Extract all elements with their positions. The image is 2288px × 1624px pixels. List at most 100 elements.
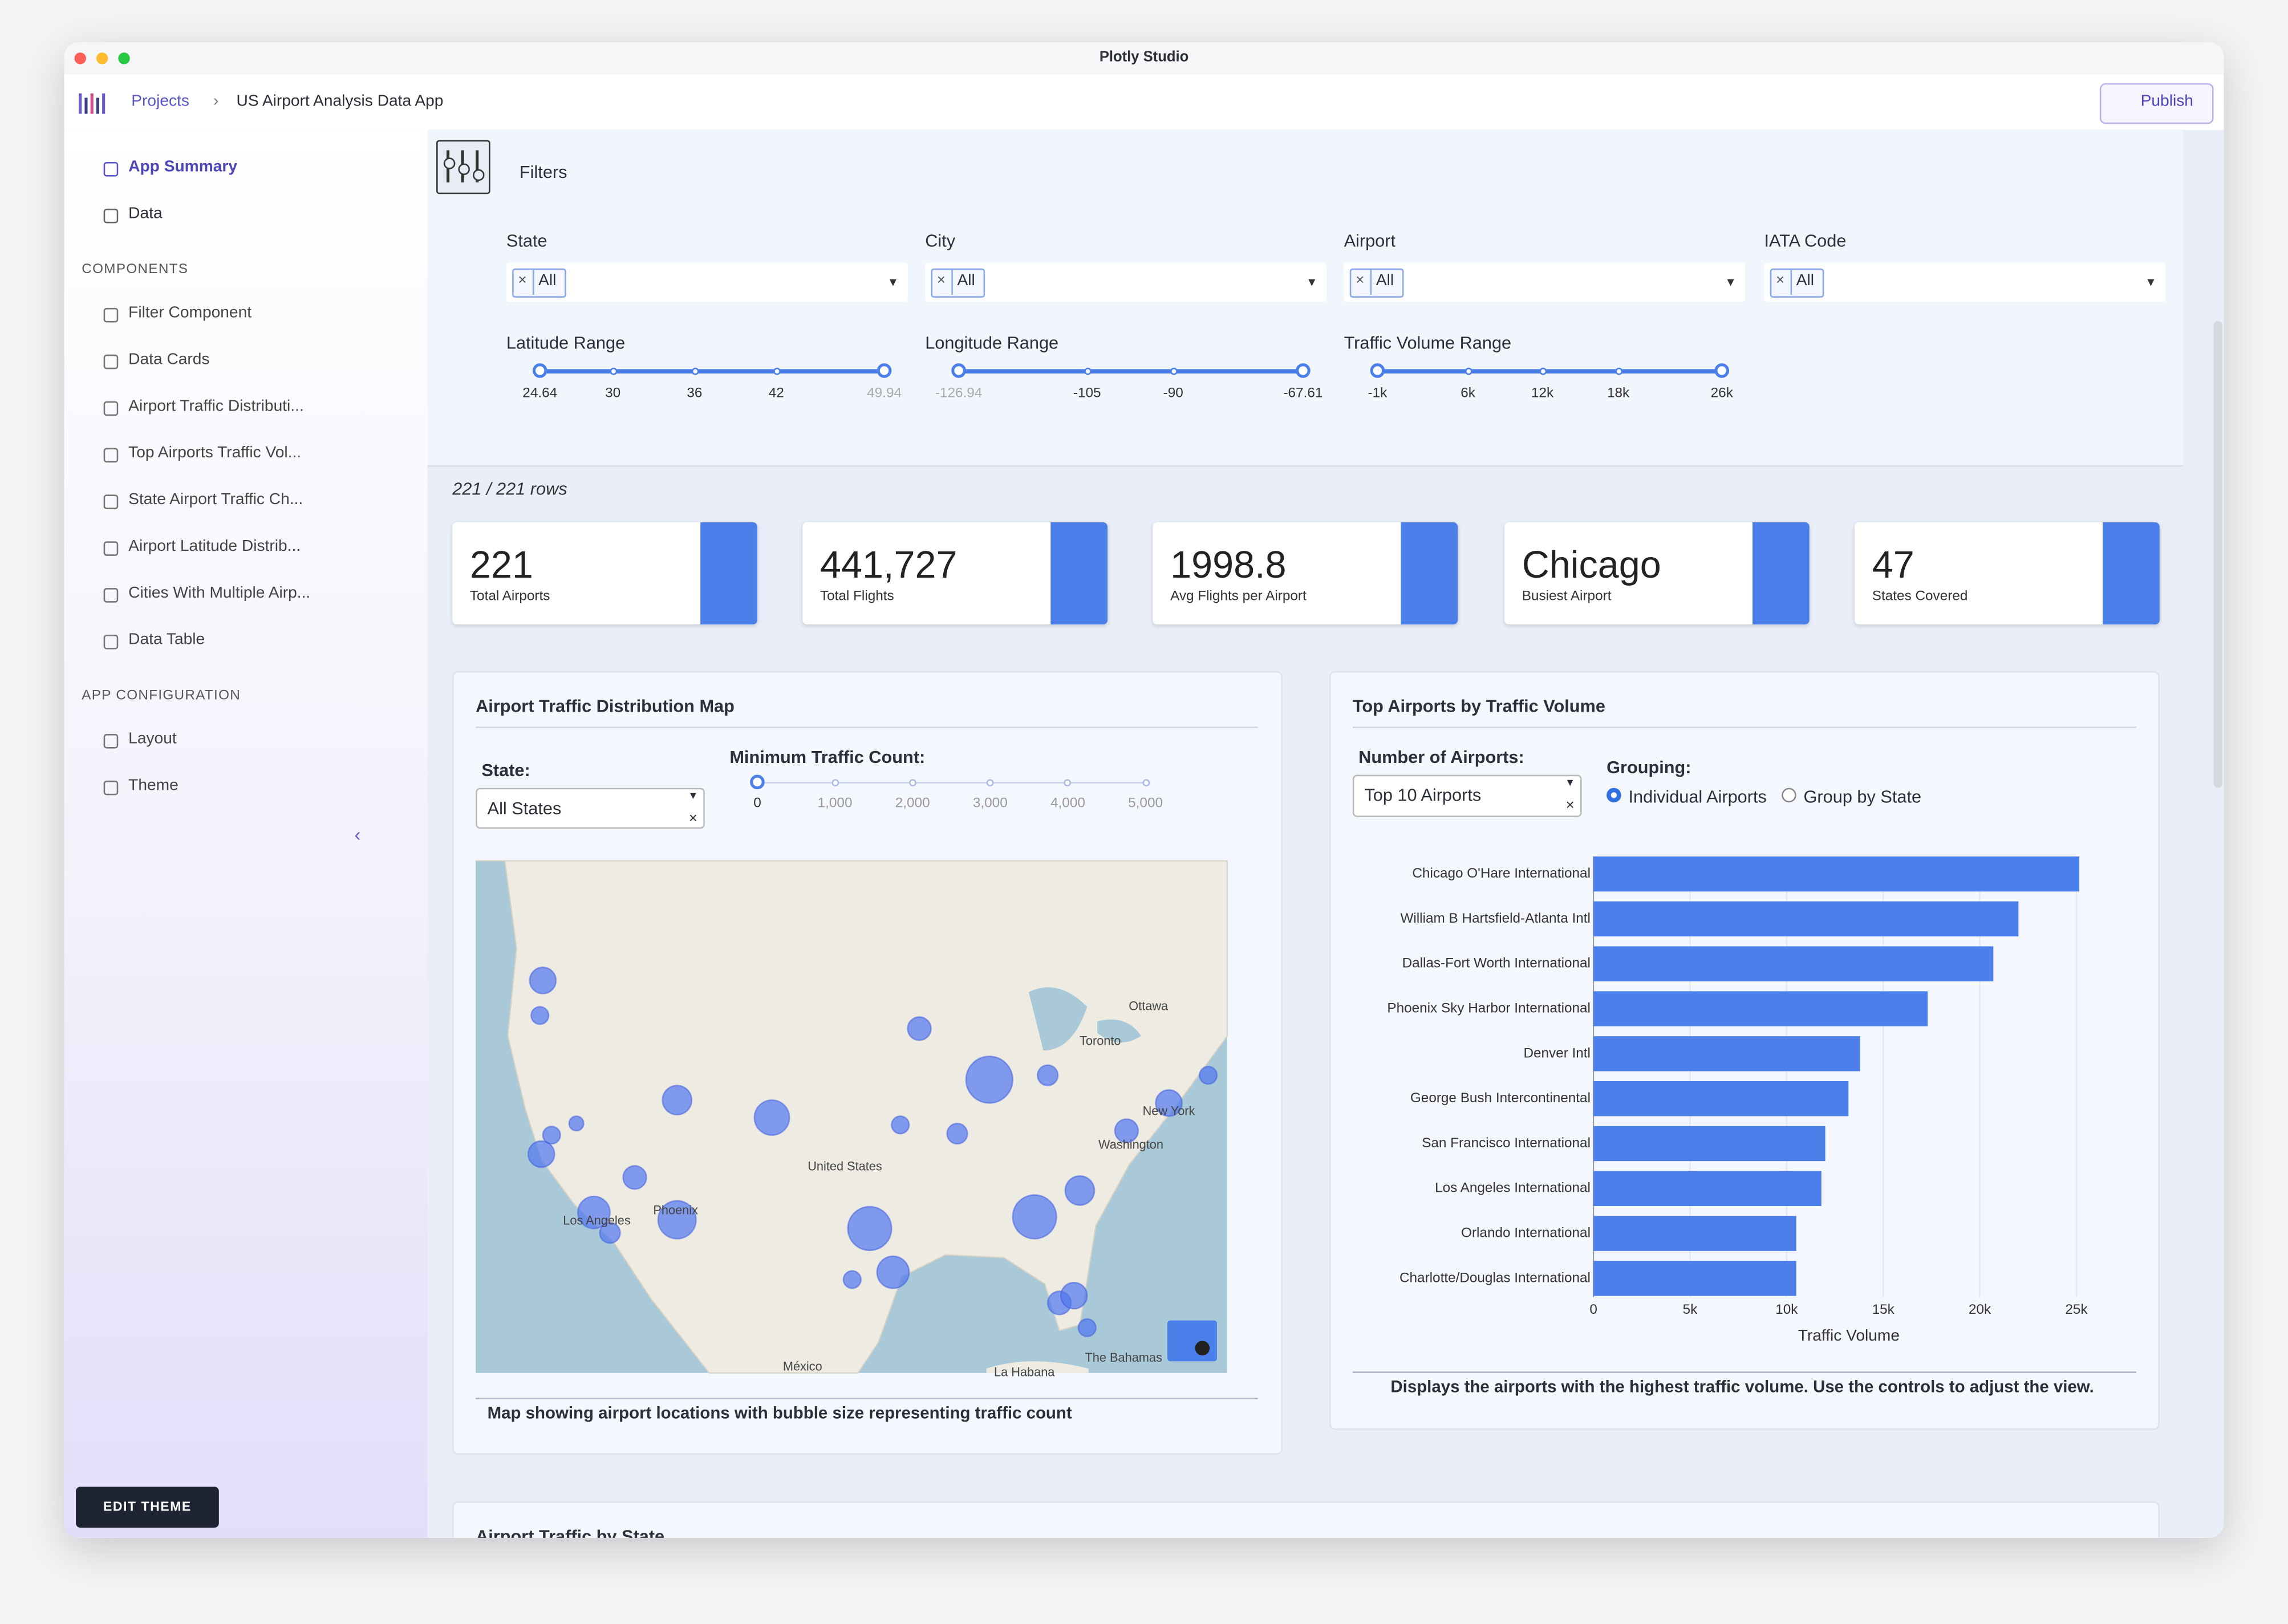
dropdown-clear: × xyxy=(1565,798,1575,814)
logo-bar xyxy=(96,98,99,114)
nav-item[interactable]: Data Table xyxy=(128,631,205,649)
sidebar xyxy=(64,129,429,1538)
chip xyxy=(1770,268,1824,298)
slider-dot xyxy=(1464,367,1472,375)
map-place-label: New York xyxy=(1143,1103,1195,1118)
radio[interactable] xyxy=(1607,787,1621,803)
breadcrumb-separator: › xyxy=(213,92,219,111)
nav-item[interactable]: Data Cards xyxy=(128,351,210,369)
map-bubble xyxy=(891,1115,910,1135)
map-place-label: The Bahamas xyxy=(1085,1350,1162,1365)
nav-item[interactable]: Airport Latitude Distrib... xyxy=(128,537,301,555)
nav-item[interactable]: Theme xyxy=(128,777,179,795)
slider-handle[interactable] xyxy=(877,363,892,378)
dropdown-arrow: ▼ xyxy=(2145,275,2157,289)
map-bubble xyxy=(542,1126,561,1145)
y-tick-label: Charlotte/Douglas International xyxy=(1399,1270,1591,1285)
slider-tick-label: 30 xyxy=(605,385,621,402)
window-title: Plotly Studio xyxy=(1099,49,1189,66)
radio-label: Group by State xyxy=(1803,786,1922,807)
nav-item[interactable]: Cities With Multiple Airp... xyxy=(128,584,311,602)
dropdown[interactable] xyxy=(506,262,908,302)
chip-remove: × xyxy=(518,273,527,289)
map-bubble xyxy=(1064,1175,1096,1206)
nav-item[interactable]: Data xyxy=(128,205,163,223)
map-place-label: United States xyxy=(808,1159,882,1174)
y-tick-label: Chicago O'Hare International xyxy=(1412,866,1591,881)
slider-tick-label: 2,000 xyxy=(895,795,930,812)
map-bubble xyxy=(622,1165,647,1190)
control-label: Minimum Traffic Count: xyxy=(729,747,926,768)
map-bubble xyxy=(1198,1066,1218,1085)
map-control xyxy=(1167,1320,1217,1362)
x-tick-label: 5k xyxy=(1683,1302,1698,1317)
slider-tick-label: -1k xyxy=(1368,385,1388,402)
panel-caption: Map showing airport locations with bubbl… xyxy=(487,1405,1072,1423)
map-bubble xyxy=(907,1016,932,1041)
slider-handle[interactable] xyxy=(1714,363,1730,378)
nav-item[interactable]: Top Airports Traffic Vol... xyxy=(128,444,302,462)
dropdown[interactable] xyxy=(1764,262,2166,302)
chip xyxy=(1349,268,1404,298)
map-bubble xyxy=(965,1055,1014,1104)
slider-handle[interactable] xyxy=(750,774,765,790)
dropdown-value: Top 10 Airports xyxy=(1364,785,1482,806)
control-label: Number of Airports: xyxy=(1358,747,1524,768)
map-bubble xyxy=(529,967,557,994)
bar xyxy=(1593,1081,1849,1116)
nav-item[interactable]: Airport Traffic Distributi... xyxy=(128,397,304,415)
state-dropdown[interactable] xyxy=(476,787,705,829)
divider xyxy=(1352,726,2136,728)
map-bubble xyxy=(527,1140,555,1168)
nav-icon xyxy=(103,635,119,649)
logo-bar xyxy=(84,98,88,114)
dropdown-arrow: ▼ xyxy=(688,791,699,802)
panel-title: Top Airports by Traffic Volume xyxy=(1352,696,1605,717)
slider-handle[interactable] xyxy=(532,363,547,378)
slider-tick-label: 42 xyxy=(768,385,784,402)
bar xyxy=(1593,946,1994,981)
nav-item[interactable]: Filter Component xyxy=(128,304,252,322)
nav-icon xyxy=(103,307,119,323)
map-place-label: Los Angeles xyxy=(563,1213,631,1227)
chip-value: All xyxy=(538,272,557,290)
chip-divider xyxy=(532,268,534,295)
chip-value: All xyxy=(1796,272,1815,290)
publish-button[interactable] xyxy=(2099,83,2214,124)
dropdown[interactable] xyxy=(925,262,1326,302)
chip-value: All xyxy=(957,272,975,290)
map-bubble xyxy=(946,1122,968,1145)
nav-icon xyxy=(103,354,119,370)
nav-item[interactable]: Layout xyxy=(128,730,177,748)
bar xyxy=(1593,1171,1822,1207)
slider-tick-label: 1,000 xyxy=(817,795,853,812)
slider-track xyxy=(539,369,885,373)
dropdown-label: Airport xyxy=(1344,230,1395,251)
control-label: Grouping: xyxy=(1607,757,1691,778)
map-bubble xyxy=(1036,1064,1059,1086)
slider-tick-label: 49.94 xyxy=(867,385,902,402)
map-bubble xyxy=(577,1195,611,1229)
filter-icon-knob xyxy=(443,157,455,169)
slider-handle[interactable] xyxy=(1370,363,1385,378)
radio-label: Individual Airports xyxy=(1628,786,1767,807)
slider-tick-label: -126.94 xyxy=(935,385,983,402)
radio[interactable] xyxy=(1782,787,1796,803)
nav-item[interactable]: App Summary xyxy=(128,158,237,176)
number-dropdown[interactable] xyxy=(1352,774,1582,817)
slider-handle[interactable] xyxy=(1296,363,1311,378)
dropdown-arrow: ▼ xyxy=(1565,778,1576,789)
card-accent xyxy=(1401,522,1458,625)
window-button xyxy=(118,52,130,64)
chip-divider xyxy=(951,268,953,295)
nav-icon xyxy=(103,541,119,556)
dropdown[interactable] xyxy=(1344,262,1746,302)
slider-handle[interactable] xyxy=(951,363,966,378)
nav-item[interactable]: State Airport Traffic Ch... xyxy=(128,491,303,509)
slider-dot xyxy=(1539,367,1546,375)
edit-theme-button[interactable] xyxy=(76,1487,219,1528)
slider-label: Longitude Range xyxy=(925,332,1059,354)
logo-bar xyxy=(79,93,82,114)
